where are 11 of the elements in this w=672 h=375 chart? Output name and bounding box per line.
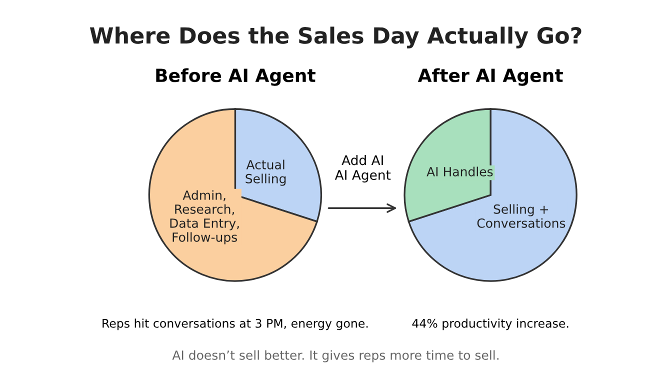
slice-label: AI Handles [426, 166, 493, 176]
slice-label: Actual Selling [246, 160, 286, 186]
text: AI doesn’t sell better. It gives reps more time to sell. [172, 350, 498, 362]
chart-title: Before AI Agent [156, 68, 316, 86]
text: Reps hit conversations at 3 PM, energy gone. [102, 318, 368, 330]
text: Add AI AI Agent [334, 154, 391, 183]
text: 44% productivity increase. [412, 318, 568, 330]
text: Where Does the Sales Day Actually Go? [90, 26, 582, 48]
chart-title: After AI Agent [418, 68, 563, 86]
slice-label: Admin, Research, Data Entry, Follow-ups [170, 190, 239, 244]
slice-label: Selling + Conversations [477, 204, 566, 228]
